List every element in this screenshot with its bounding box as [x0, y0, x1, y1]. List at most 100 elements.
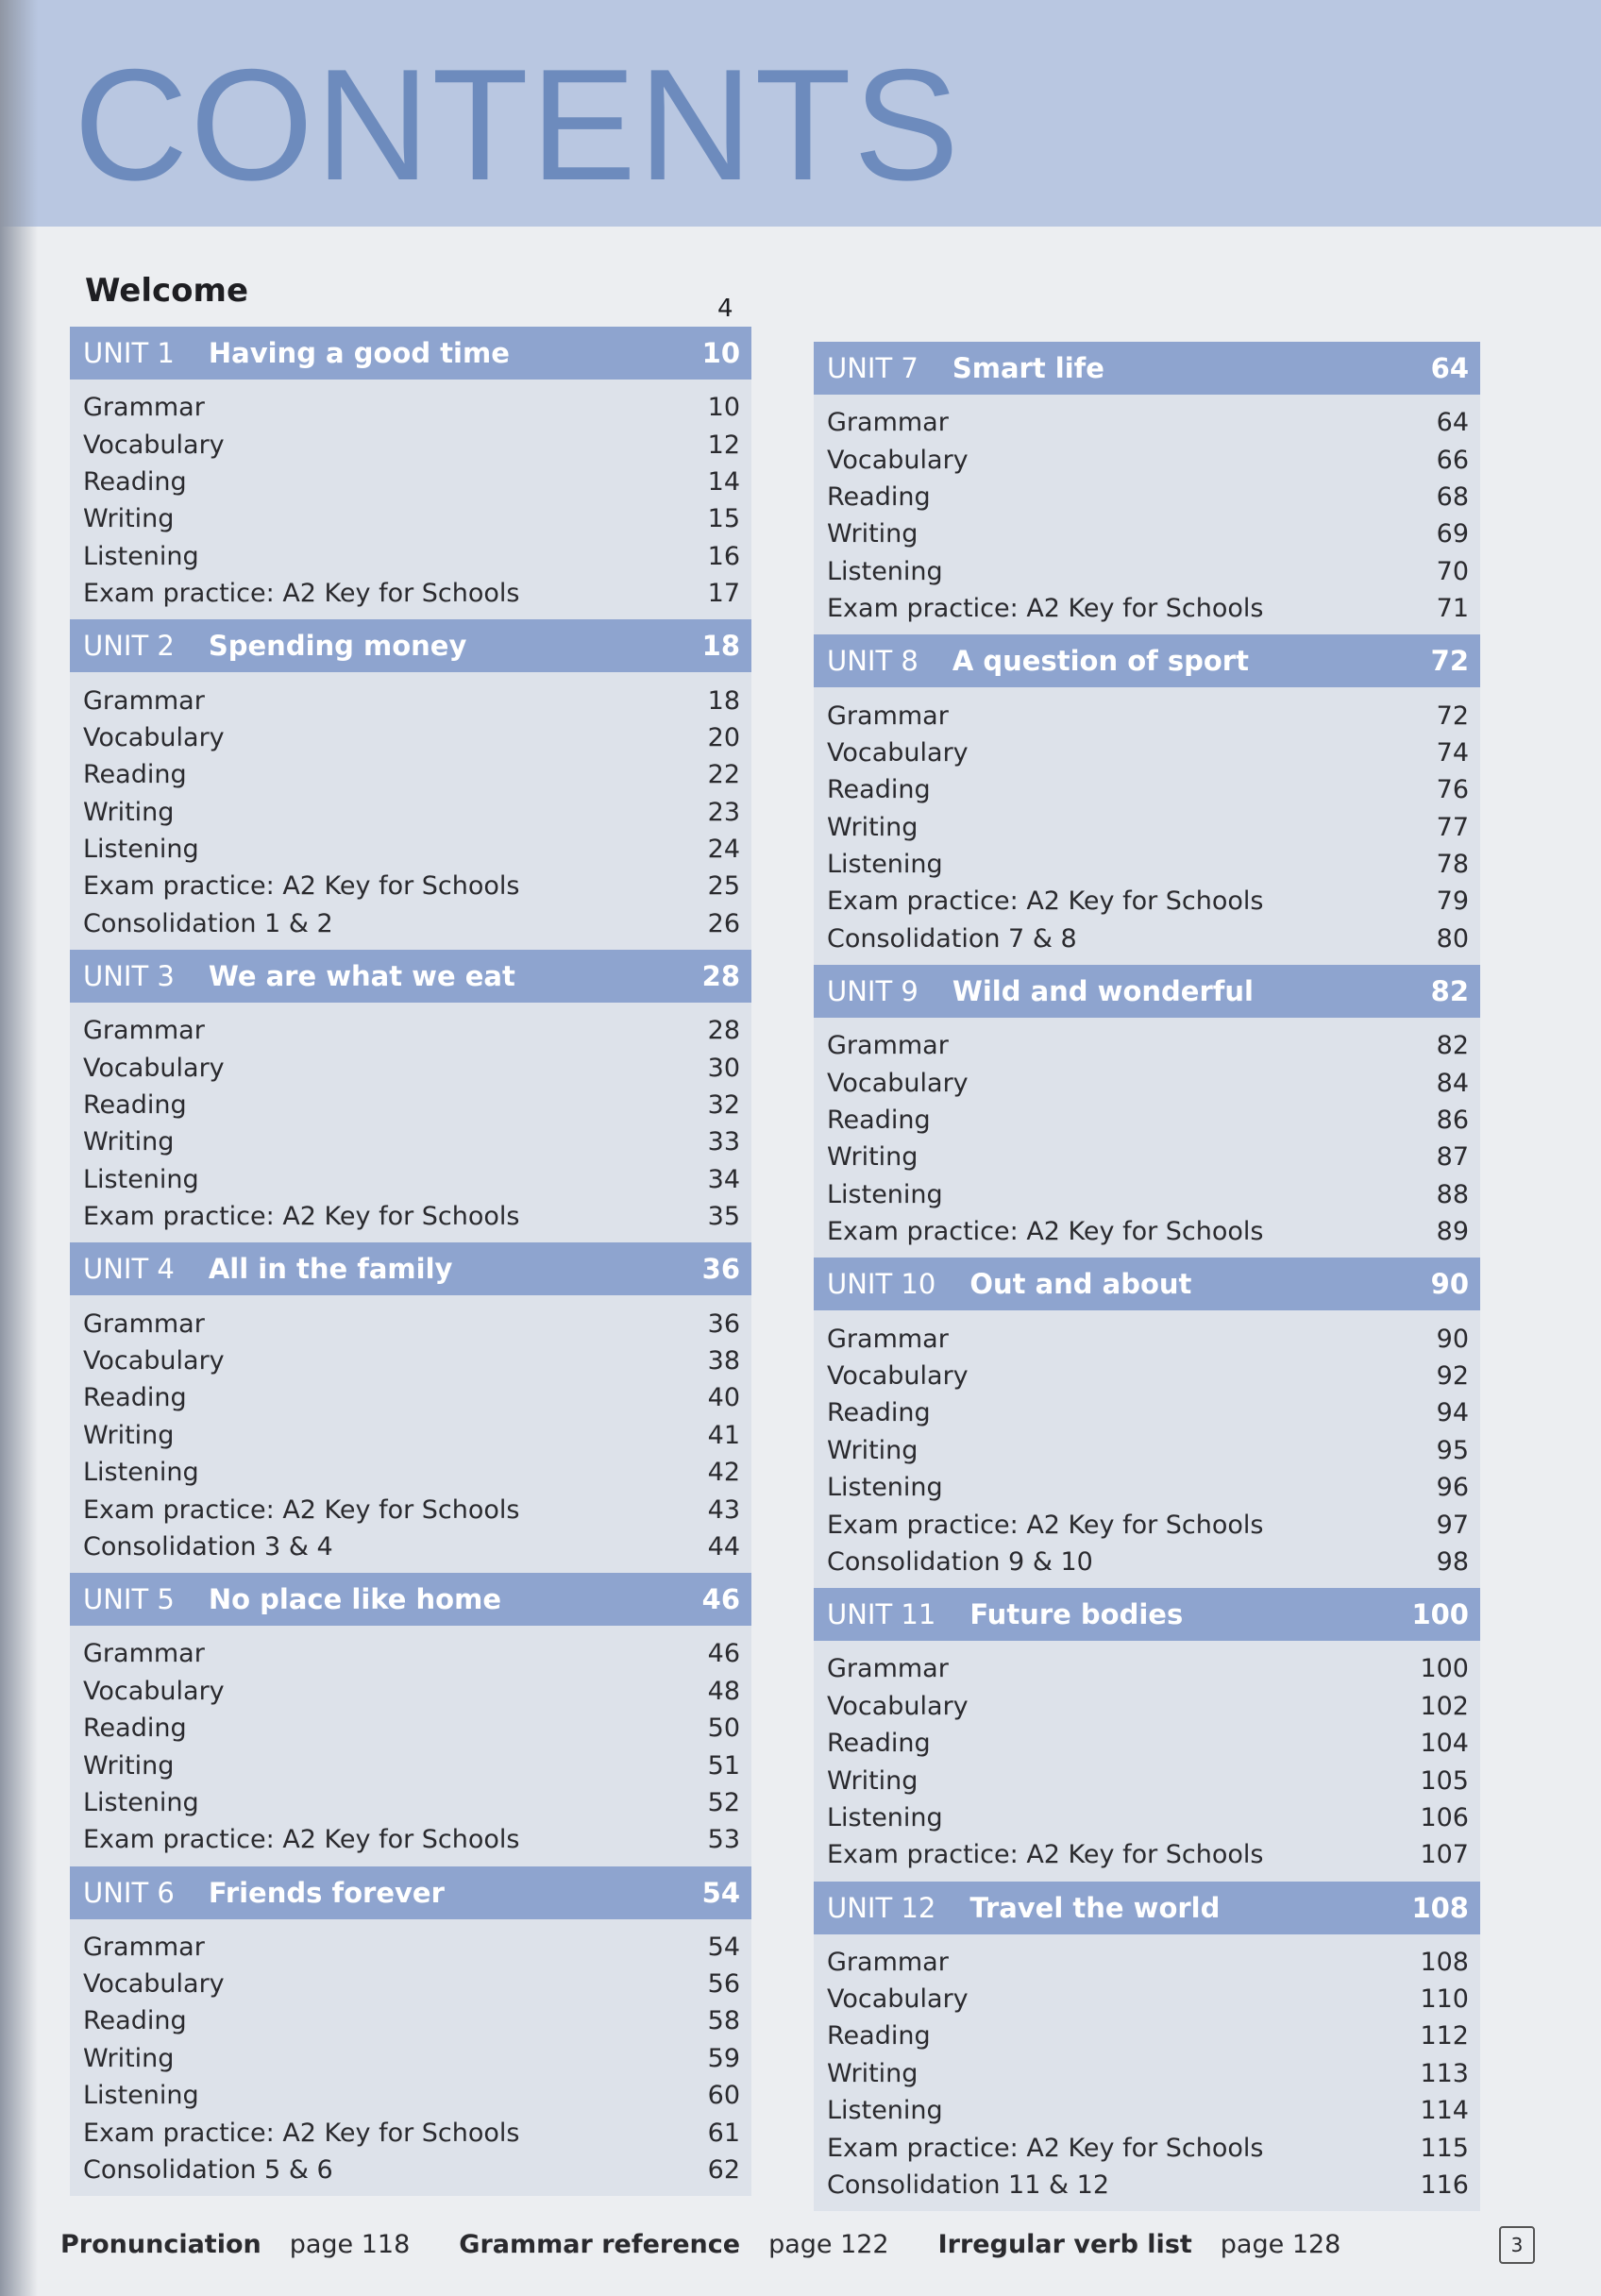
- contents-row[interactable]: Grammar 100: [827, 1650, 1469, 1687]
- contents-row[interactable]: Vocabulary 20: [83, 719, 740, 756]
- unit-header[interactable]: UNIT 7 Smart life 64: [814, 342, 1480, 395]
- contents-row[interactable]: Vocabulary 92: [827, 1358, 1469, 1394]
- contents-row[interactable]: Grammar 90: [827, 1320, 1469, 1357]
- contents-row[interactable]: Grammar 64: [827, 404, 1469, 441]
- contents-row[interactable]: Consolidation 11 & 12 116: [827, 2167, 1469, 2203]
- contents-row[interactable]: Reading 40: [83, 1379, 740, 1416]
- contents-row[interactable]: Consolidation 7 & 8 80: [827, 920, 1469, 957]
- contents-row[interactable]: Listening 70: [827, 553, 1469, 590]
- contents-row[interactable]: Exam practice: A2 Key for Schools 53: [83, 1821, 740, 1858]
- footer-grammar-reference[interactable]: Grammar reference page 122: [459, 2230, 888, 2259]
- contents-row[interactable]: Writing 59: [83, 2040, 740, 2077]
- contents-row[interactable]: Listening 96: [827, 1469, 1469, 1506]
- contents-row[interactable]: Listening 88: [827, 1176, 1469, 1213]
- contents-row[interactable]: Reading 94: [827, 1394, 1469, 1431]
- contents-row[interactable]: Grammar 46: [83, 1635, 740, 1672]
- contents-row[interactable]: Vocabulary 66: [827, 441, 1469, 478]
- contents-row[interactable]: Exam practice: A2 Key for Schools 115: [827, 2129, 1469, 2166]
- contents-row[interactable]: Grammar 28: [83, 1012, 740, 1049]
- unit-header[interactable]: UNIT 9 Wild and wonderful 82: [814, 965, 1480, 1019]
- contents-row[interactable]: Listening 52: [83, 1784, 740, 1821]
- contents-row[interactable]: Exam practice: A2 Key for Schools 43: [83, 1491, 740, 1528]
- contents-row[interactable]: Exam practice: A2 Key for Schools 17: [83, 575, 740, 612]
- row-label: Grammar: [827, 1654, 949, 1684]
- unit-header[interactable]: UNIT 8 A question of sport 72: [814, 634, 1480, 688]
- unit-header[interactable]: UNIT 10 Out and about 90: [814, 1258, 1480, 1311]
- unit-header[interactable]: UNIT 5 No place like home 46: [70, 1573, 751, 1627]
- contents-row[interactable]: Listening 60: [83, 2077, 740, 2114]
- contents-row[interactable]: Reading 32: [83, 1087, 740, 1123]
- contents-row[interactable]: Grammar 36: [83, 1305, 740, 1342]
- unit-header[interactable]: UNIT 11 Future bodies 100: [814, 1588, 1480, 1642]
- contents-row[interactable]: Writing 105: [827, 1762, 1469, 1798]
- contents-row[interactable]: Listening 24: [83, 831, 740, 868]
- contents-row[interactable]: Reading 68: [827, 479, 1469, 515]
- contents-row[interactable]: Reading 112: [827, 2017, 1469, 2054]
- contents-row[interactable]: Vocabulary 74: [827, 734, 1469, 771]
- contents-row[interactable]: Consolidation 5 & 6 62: [83, 2152, 740, 2188]
- contents-row[interactable]: Grammar 108: [827, 1944, 1469, 1981]
- unit-header[interactable]: UNIT 3 We are what we eat 28: [70, 950, 751, 1004]
- contents-row[interactable]: Vocabulary 12: [83, 426, 740, 463]
- contents-row[interactable]: Consolidation 1 & 2 26: [83, 905, 740, 942]
- contents-row[interactable]: Reading 58: [83, 2002, 740, 2039]
- contents-row[interactable]: Listening 78: [827, 846, 1469, 883]
- contents-row[interactable]: Exam practice: A2 Key for Schools 61: [83, 2114, 740, 2151]
- contents-row[interactable]: Vocabulary 38: [83, 1342, 740, 1379]
- contents-row[interactable]: Listening 106: [827, 1799, 1469, 1836]
- unit-header[interactable]: UNIT 2 Spending money 18: [70, 619, 751, 673]
- contents-row[interactable]: Exam practice: A2 Key for Schools 79: [827, 883, 1469, 920]
- unit-page: 10: [701, 337, 740, 369]
- unit-header[interactable]: UNIT 12 Travel the world 108: [814, 1881, 1480, 1934]
- contents-row[interactable]: Writing 95: [827, 1432, 1469, 1469]
- contents-row[interactable]: Exam practice: A2 Key for Schools 107: [827, 1836, 1469, 1873]
- unit-header[interactable]: UNIT 1 Having a good time 10: [70, 327, 751, 380]
- contents-row[interactable]: Vocabulary 84: [827, 1064, 1469, 1101]
- contents-row[interactable]: Grammar 10: [83, 389, 740, 426]
- contents-row[interactable]: Vocabulary 110: [827, 1981, 1469, 2017]
- welcome-page: 4: [717, 295, 733, 323]
- contents-row[interactable]: Listening 34: [83, 1161, 740, 1198]
- row-page: 106: [1420, 1802, 1469, 1832]
- contents-row[interactable]: Vocabulary 56: [83, 1966, 740, 2002]
- contents-row[interactable]: Exam practice: A2 Key for Schools 71: [827, 590, 1469, 627]
- contents-row[interactable]: Reading 14: [83, 464, 740, 500]
- contents-row[interactable]: Writing 41: [83, 1417, 740, 1454]
- contents-row[interactable]: Writing 33: [83, 1123, 740, 1160]
- contents-row[interactable]: Listening 16: [83, 538, 740, 575]
- contents-row[interactable]: Writing 23: [83, 794, 740, 831]
- footer-pronunciation[interactable]: Pronunciation page 118: [60, 2230, 410, 2259]
- contents-row[interactable]: Writing 113: [827, 2055, 1469, 2092]
- row-label: Exam practice: A2 Key for Schools: [827, 594, 1264, 624]
- contents-row[interactable]: Consolidation 3 & 4 44: [83, 1528, 740, 1565]
- contents-row[interactable]: Consolidation 9 & 10 98: [827, 1544, 1469, 1580]
- row-label: Consolidation 3 & 4: [83, 1531, 333, 1562]
- contents-row[interactable]: Writing 77: [827, 809, 1469, 846]
- contents-row[interactable]: Exam practice: A2 Key for Schools 89: [827, 1213, 1469, 1250]
- contents-row[interactable]: Writing 87: [827, 1139, 1469, 1175]
- footer-irregular-verb-list[interactable]: Irregular verb list page 128: [938, 2230, 1341, 2259]
- contents-row[interactable]: Grammar 54: [83, 1929, 740, 1966]
- contents-row[interactable]: Vocabulary 102: [827, 1688, 1469, 1725]
- contents-row[interactable]: Grammar 82: [827, 1027, 1469, 1064]
- contents-row[interactable]: Reading 50: [83, 1710, 740, 1747]
- contents-row[interactable]: Writing 51: [83, 1747, 740, 1783]
- contents-row[interactable]: Reading 22: [83, 756, 740, 793]
- contents-row[interactable]: Vocabulary 30: [83, 1049, 740, 1086]
- contents-row[interactable]: Exam practice: A2 Key for Schools 25: [83, 868, 740, 904]
- contents-row[interactable]: Writing 69: [827, 515, 1469, 552]
- contents-row[interactable]: Listening 114: [827, 2092, 1469, 2129]
- contents-row[interactable]: Grammar 72: [827, 697, 1469, 734]
- contents-row[interactable]: Reading 76: [827, 771, 1469, 808]
- contents-row[interactable]: Reading 104: [827, 1725, 1469, 1762]
- row-page: 35: [707, 1202, 740, 1232]
- contents-row[interactable]: Reading 86: [827, 1102, 1469, 1139]
- unit-header[interactable]: UNIT 4 All in the family 36: [70, 1242, 751, 1296]
- contents-row[interactable]: Exam practice: A2 Key for Schools 35: [83, 1198, 740, 1235]
- contents-row[interactable]: Grammar 18: [83, 682, 740, 718]
- contents-row[interactable]: Exam practice: A2 Key for Schools 97: [827, 1506, 1469, 1543]
- contents-row[interactable]: Vocabulary 48: [83, 1673, 740, 1710]
- contents-row[interactable]: Listening 42: [83, 1454, 740, 1491]
- unit-header[interactable]: UNIT 6 Friends forever 54: [70, 1866, 751, 1919]
- contents-row[interactable]: Writing 15: [83, 500, 740, 537]
